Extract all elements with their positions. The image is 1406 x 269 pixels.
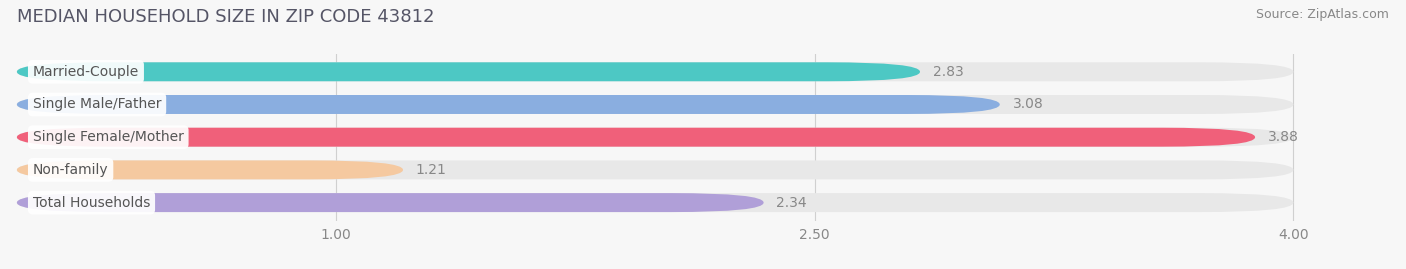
Text: Single Female/Mother: Single Female/Mother — [32, 130, 184, 144]
FancyBboxPatch shape — [17, 193, 1294, 212]
FancyBboxPatch shape — [17, 193, 763, 212]
FancyBboxPatch shape — [17, 95, 1294, 114]
FancyBboxPatch shape — [17, 62, 1294, 81]
FancyBboxPatch shape — [17, 160, 1294, 179]
Text: 2.83: 2.83 — [932, 65, 963, 79]
FancyBboxPatch shape — [17, 95, 1000, 114]
Text: Married-Couple: Married-Couple — [32, 65, 139, 79]
Text: Total Households: Total Households — [32, 196, 150, 210]
Text: 1.21: 1.21 — [416, 163, 447, 177]
FancyBboxPatch shape — [17, 160, 404, 179]
FancyBboxPatch shape — [17, 128, 1256, 147]
Text: Non-family: Non-family — [32, 163, 108, 177]
FancyBboxPatch shape — [17, 128, 1294, 147]
Text: 2.34: 2.34 — [776, 196, 807, 210]
Text: 3.88: 3.88 — [1268, 130, 1299, 144]
Text: 3.08: 3.08 — [1012, 97, 1043, 111]
Text: MEDIAN HOUSEHOLD SIZE IN ZIP CODE 43812: MEDIAN HOUSEHOLD SIZE IN ZIP CODE 43812 — [17, 8, 434, 26]
Text: Single Male/Father: Single Male/Father — [32, 97, 162, 111]
FancyBboxPatch shape — [17, 62, 920, 81]
Text: Source: ZipAtlas.com: Source: ZipAtlas.com — [1256, 8, 1389, 21]
